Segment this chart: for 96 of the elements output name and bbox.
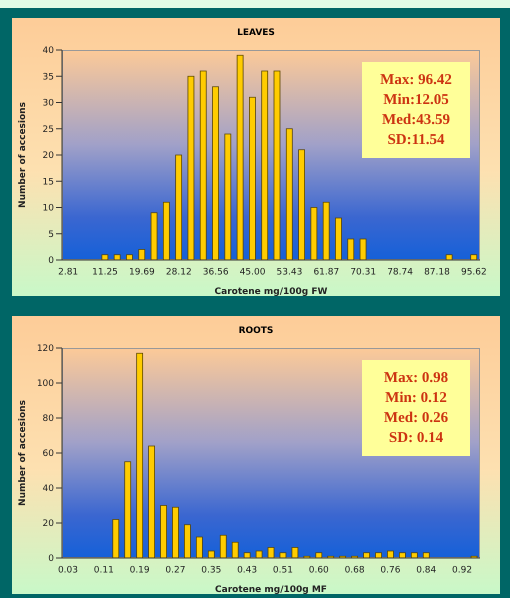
bar xyxy=(298,149,305,260)
bar xyxy=(274,70,280,260)
x-tick-label: 0.35 xyxy=(201,565,222,576)
bar xyxy=(138,249,146,260)
y-tick-label: 40 xyxy=(42,484,54,494)
x-tick-label: 0.92 xyxy=(452,565,472,576)
x-tick-label: 28.12 xyxy=(166,267,192,278)
x-tick-label: 0.84 xyxy=(416,565,437,576)
bar xyxy=(172,506,179,558)
x-tick-label: 19.69 xyxy=(129,267,156,278)
annotation: Max: 0.98 xyxy=(382,369,450,388)
bar xyxy=(387,550,394,558)
bar xyxy=(224,134,232,260)
x-tick-label: 78.74 xyxy=(387,267,414,278)
x-tick-label: 2.81 xyxy=(58,267,78,278)
x-tick-label: 70.31 xyxy=(350,267,376,278)
y-tick-label: 35 xyxy=(42,72,54,82)
bar xyxy=(375,552,382,558)
y-tick-label: 15 xyxy=(42,177,54,188)
bar xyxy=(184,524,191,558)
annotation: Med:43.59 xyxy=(381,111,451,130)
y-tick-label: 20 xyxy=(42,151,54,162)
chart-title: ROOTS xyxy=(238,326,274,336)
bar xyxy=(335,218,342,260)
bar xyxy=(160,505,167,558)
bar xyxy=(249,96,256,260)
bar xyxy=(360,238,366,260)
bar xyxy=(236,54,244,260)
annotation: SD: 0.14 xyxy=(388,429,444,448)
bar xyxy=(101,254,108,260)
x-tick-label: 36.56 xyxy=(202,267,229,278)
bar xyxy=(112,519,120,558)
bar xyxy=(175,154,182,260)
x-tick-label: 0.76 xyxy=(380,565,401,576)
bar xyxy=(286,128,293,260)
y-tick-label: 40 xyxy=(42,46,54,56)
bar xyxy=(261,70,268,260)
bar xyxy=(363,552,370,558)
y-tick-label: 30 xyxy=(42,98,54,109)
y-tick-label: 80 xyxy=(42,414,54,424)
bar xyxy=(150,212,158,260)
x-axis-title: Carotene mg/100g MF xyxy=(215,585,327,595)
x-tick-label: 0.60 xyxy=(308,565,330,576)
bar xyxy=(268,547,274,558)
bar xyxy=(148,446,155,558)
x-tick-label: 45.00 xyxy=(240,267,266,278)
x-axis-title: Carotene mg/100g FW xyxy=(214,287,328,297)
y-tick-label: 60 xyxy=(42,449,54,460)
x-tick-label: 11.25 xyxy=(92,267,118,278)
y-tick-label: 0 xyxy=(48,256,54,266)
x-tick-label: 95.62 xyxy=(460,267,487,278)
x-tick-label: 0.03 xyxy=(58,565,78,576)
x-tick-label: 53.43 xyxy=(276,267,302,278)
y-axis-title: Number of accesions xyxy=(18,102,28,208)
bar xyxy=(322,202,330,260)
x-tick-label: 61.87 xyxy=(313,267,340,278)
bar xyxy=(220,534,227,558)
bar xyxy=(200,70,207,260)
y-tick-label: 5 xyxy=(48,230,54,240)
bar xyxy=(232,542,239,558)
bar xyxy=(162,202,170,260)
chart-title: LEAVES xyxy=(236,28,276,38)
bar xyxy=(208,550,215,558)
annotation: Min:12.05 xyxy=(382,91,450,110)
x-tick-label: 87.18 xyxy=(424,267,450,278)
bar xyxy=(280,552,286,558)
bar xyxy=(124,461,132,558)
bar xyxy=(136,352,144,558)
bar xyxy=(212,86,219,260)
y-tick-label: 120 xyxy=(36,344,54,354)
bar xyxy=(196,536,203,558)
x-tick-label: 0.51 xyxy=(272,565,293,576)
y-tick-label: 20 xyxy=(42,519,54,530)
bar xyxy=(256,550,262,558)
bar xyxy=(310,207,318,260)
bar xyxy=(292,547,298,558)
x-tick-label: 0.43 xyxy=(237,565,258,576)
y-tick-label: 0 xyxy=(48,554,54,564)
y-tick-label: 100 xyxy=(36,379,54,390)
bar xyxy=(446,254,453,260)
annotation: Min: 0.12 xyxy=(384,389,448,408)
bar xyxy=(244,552,251,558)
annotation: Med: 0.26 xyxy=(382,409,450,428)
y-tick-label: 10 xyxy=(42,204,54,214)
x-tick-label: 0.27 xyxy=(165,565,186,576)
bar xyxy=(399,552,406,558)
x-tick-label: 0.11 xyxy=(94,565,114,576)
annotation: SD:11.54 xyxy=(386,131,446,150)
y-axis-title: Number of accesions xyxy=(18,400,28,506)
x-tick-label: 0.19 xyxy=(130,565,150,576)
bar xyxy=(188,76,194,260)
y-tick-label: 25 xyxy=(42,124,54,135)
annotation: Max: 96.42 xyxy=(379,71,453,90)
bar xyxy=(347,238,354,260)
x-tick-label: 0.68 xyxy=(344,565,365,576)
bar xyxy=(126,254,133,260)
